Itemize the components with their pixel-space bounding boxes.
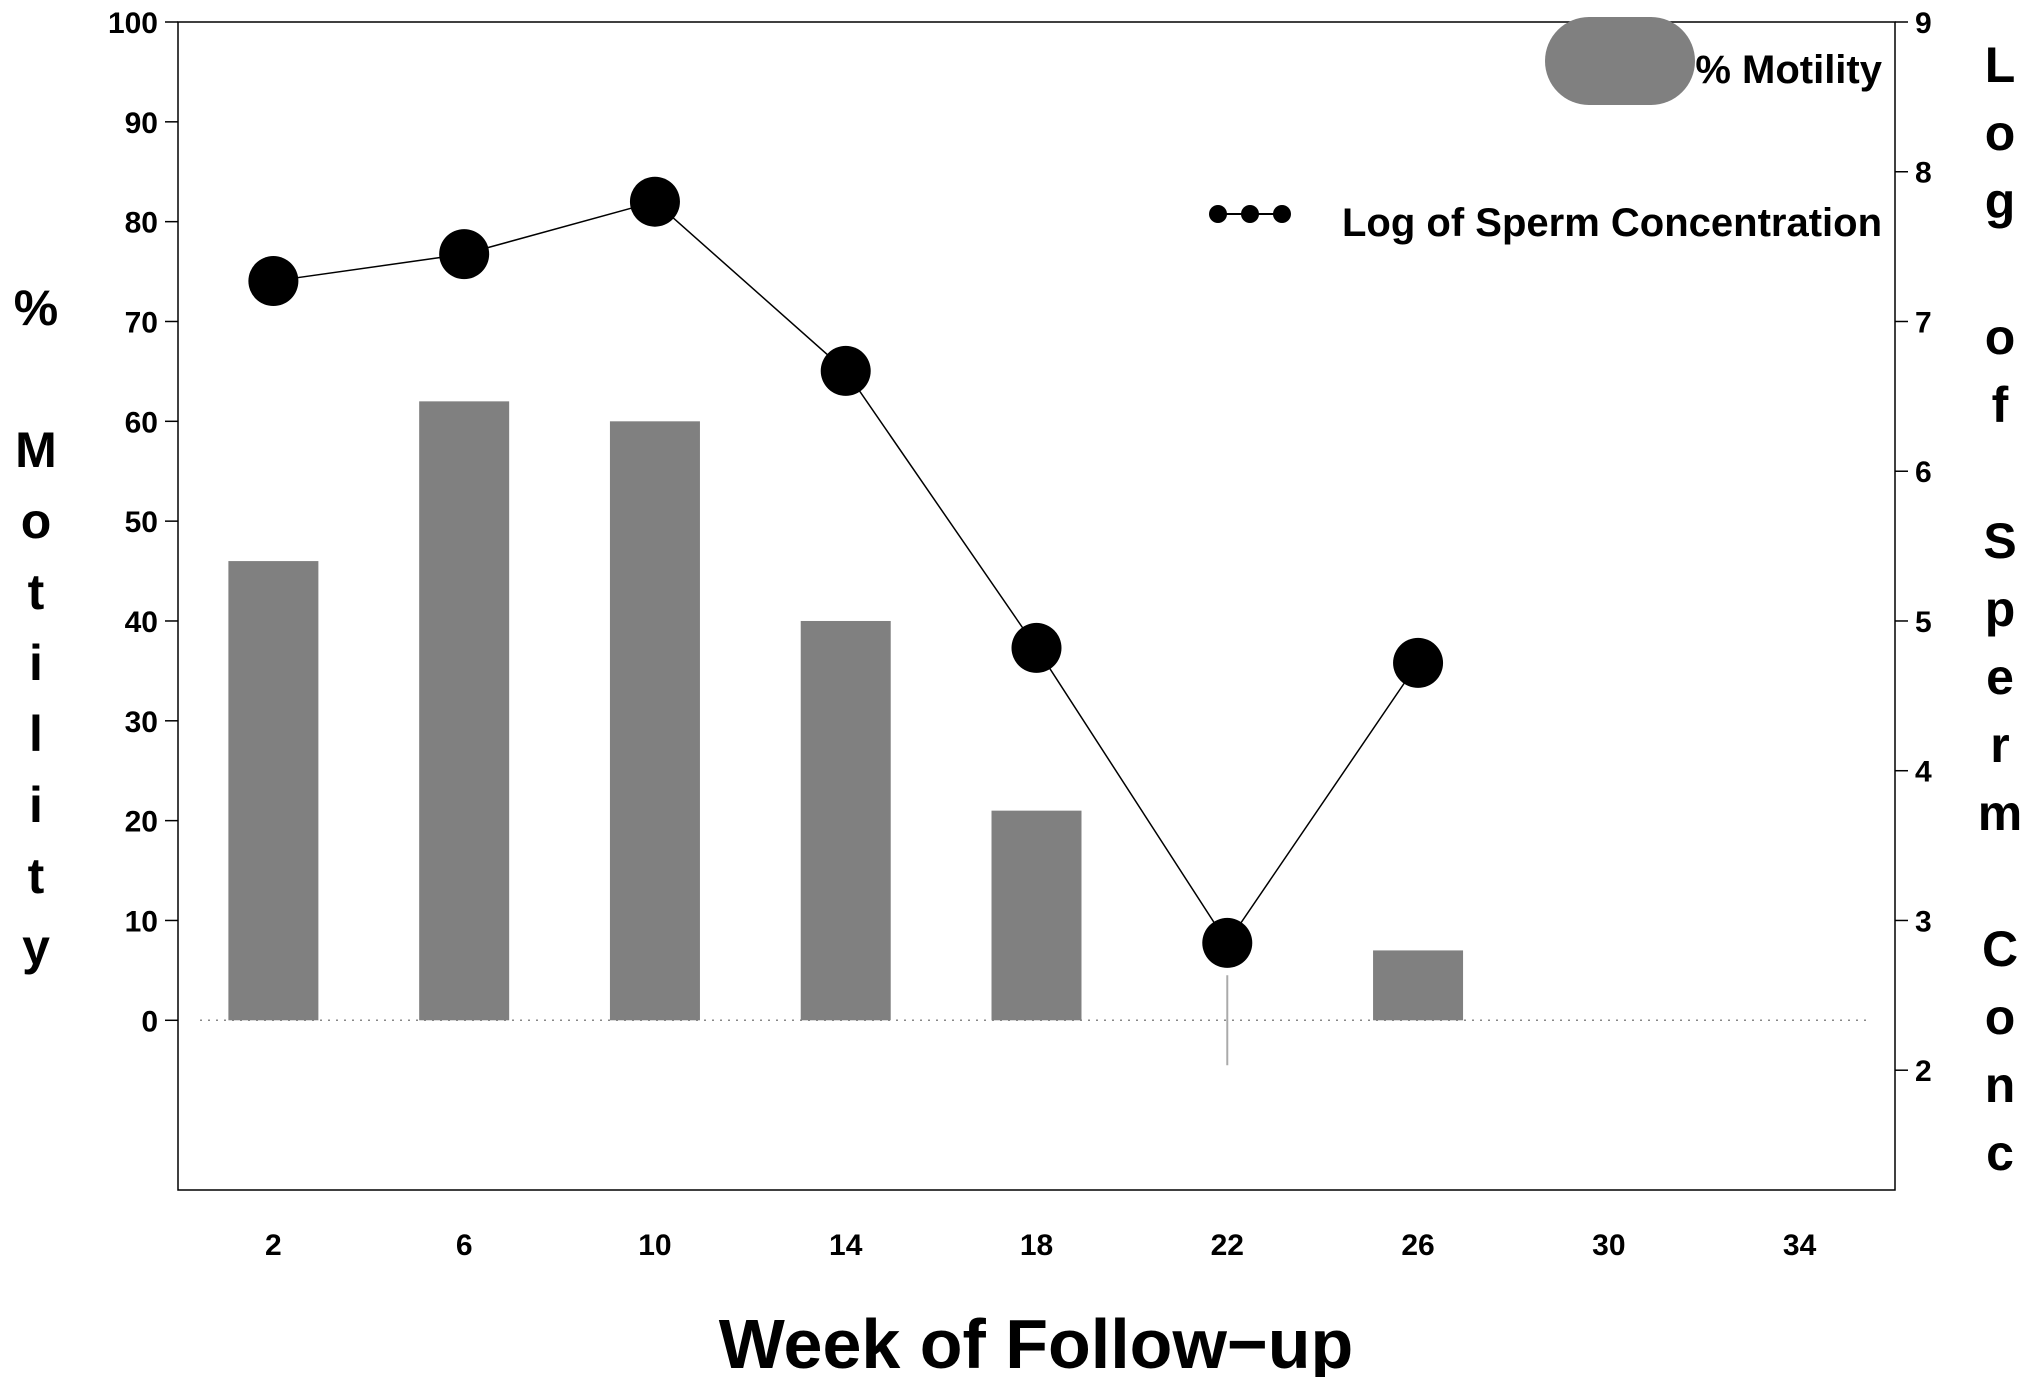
y-tick-label: 60: [125, 406, 158, 439]
x-tick-label: 2: [265, 1229, 282, 1262]
y-tick-label: 0: [141, 1005, 158, 1038]
plot-frame: [177, 21, 1896, 1191]
log-conc-point: [1202, 917, 1253, 968]
motility-bars: [228, 401, 1464, 1021]
y2-axis-title-char: S: [1983, 513, 2016, 569]
y2-tick-label: 9: [1915, 7, 1932, 40]
x-tick-label: 6: [456, 1229, 473, 1262]
y2-axis-title-char: o: [1985, 105, 2016, 161]
y2-tick-label: 6: [1915, 456, 1932, 489]
x-tick-label: 10: [638, 1229, 671, 1262]
y-tick-label: 10: [125, 905, 158, 938]
y2-tick-label: 5: [1915, 606, 1932, 639]
y-axis-title-char: o: [21, 493, 52, 549]
y-axis-title-char: M: [15, 422, 57, 478]
y2-axis-title-char: m: [1978, 785, 2022, 841]
y2-axis-title-char: e: [1986, 649, 2014, 705]
y2-axis-title-char: r: [1990, 717, 2009, 773]
y-axis-title-char: t: [28, 564, 45, 620]
x-tick-label: 22: [1211, 1229, 1244, 1262]
legend-label-motility: % Motility: [1695, 48, 1882, 92]
y2-tick-label: 4: [1915, 756, 1932, 789]
y-tick-label: 100: [108, 7, 158, 40]
legend-swatch-motility: [1545, 17, 1695, 105]
log-conc-point: [820, 345, 871, 396]
y-axis-title-char: t: [28, 848, 45, 904]
y-tick-label: 40: [125, 606, 158, 639]
log-conc-point: [1011, 622, 1062, 673]
x-axis-title: Week of Follow−up: [719, 1305, 1354, 1377]
x-tick-label: 34: [1783, 1229, 1817, 1262]
y-tick-label: 50: [125, 506, 158, 539]
motility-bar: [419, 401, 510, 1021]
y-tick-label: 90: [125, 107, 158, 140]
motility-bar: [800, 620, 891, 1021]
y-tick-label: 70: [125, 306, 158, 339]
y-axis-title-char: i: [29, 635, 43, 691]
y2-tick-label: 7: [1915, 306, 1932, 339]
x-axis-ticks: 2 6 10 14 18 22 26 30 34: [265, 1229, 1817, 1262]
y2-axis-title-char: C: [1982, 921, 2018, 977]
y-axis-title-char: l: [29, 706, 43, 762]
log-conc-point: [248, 256, 299, 307]
motility-bar: [609, 421, 700, 1021]
y-tick-label: 80: [125, 207, 158, 240]
y2-axis-title-char: n: [1985, 1057, 2016, 1113]
x-tick-label: 30: [1592, 1229, 1625, 1262]
y2-axis-title-char: o: [1985, 309, 2016, 365]
x-tick-label: 26: [1401, 1229, 1434, 1262]
x-tick-label: 18: [1020, 1229, 1053, 1262]
y2-axis-title-char: o: [1985, 989, 2016, 1045]
y2-axis-title-char: p: [1985, 581, 2016, 637]
log-conc-series: [248, 176, 1444, 968]
right-axis-ticks: 2 3 4 5 6 7 8 9: [1895, 7, 1932, 1088]
y2-axis-title-char: f: [1992, 377, 2009, 433]
motility-bar: [228, 561, 319, 1021]
x-tick-label: 14: [829, 1229, 863, 1262]
y2-tick-label: 8: [1915, 157, 1932, 190]
y2-axis-title-char: g: [1985, 173, 2016, 229]
y2-tick-label: 2: [1915, 1055, 1932, 1088]
legend-label-log-conc: Log of Sperm Concentration: [1342, 201, 1882, 245]
y-axis-title-char: i: [29, 777, 43, 833]
left-axis-ticks: 0 10 20 30 40 50 60 70 80 90 100: [108, 7, 178, 1038]
log-conc-point: [629, 176, 680, 227]
motility-bar: [991, 810, 1082, 1021]
log-conc-point: [439, 229, 490, 280]
y-tick-label: 30: [125, 706, 158, 739]
motility-bar: [1373, 950, 1464, 1021]
log-conc-point: [1393, 637, 1444, 688]
legend: % Motility Log of Sperm Concentration: [1209, 17, 1883, 245]
y-axis-title-char: %: [14, 280, 58, 336]
y-tick-label: 20: [125, 806, 158, 839]
y-axis-title-char: y: [22, 919, 50, 975]
y2-tick-label: 3: [1915, 905, 1932, 938]
y2-axis-title-char: c: [1986, 1125, 2014, 1181]
y2-axis-title-char: L: [1985, 37, 2016, 93]
